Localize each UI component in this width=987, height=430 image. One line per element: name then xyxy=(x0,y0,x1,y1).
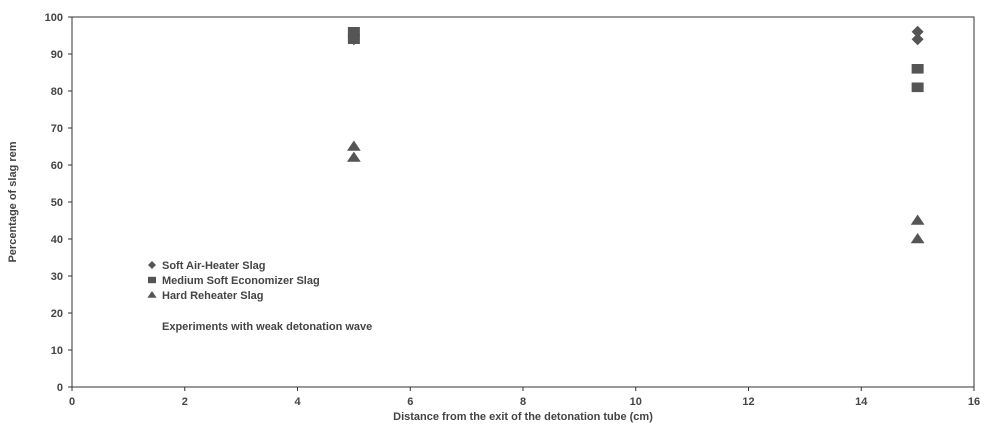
x-tick-label: 4 xyxy=(294,396,301,408)
y-tick-label: 40 xyxy=(51,234,63,246)
x-tick-label: 6 xyxy=(407,396,413,408)
x-tick-label: 14 xyxy=(855,396,868,408)
y-axis-title: Percentage of slag rem xyxy=(7,141,19,262)
y-axis: 0 10 20 30 40 50 60 70 80 90 100 xyxy=(45,12,72,394)
y-tick-label: 20 xyxy=(51,308,63,320)
data-point-soft-air-heater-slag xyxy=(911,25,924,38)
y-tick-label: 100 xyxy=(45,12,63,24)
y-tick-label: 90 xyxy=(51,49,63,61)
x-axis: 0 2 4 6 8 10 12 14 16 xyxy=(69,387,980,408)
y-tick-label: 10 xyxy=(51,345,63,357)
y-tick-label: 80 xyxy=(51,86,63,98)
x-tick-label: 10 xyxy=(630,396,642,408)
legend: Soft Air-Heater Slag Medium Soft Economiz… xyxy=(147,260,320,302)
data-point-medium-soft-economizer-slag xyxy=(911,64,924,74)
y-tick-label: 60 xyxy=(51,160,63,172)
data-point-hard-reheater-slag xyxy=(910,233,925,244)
data-points xyxy=(346,25,925,244)
data-point-hard-reheater-slag xyxy=(346,140,361,151)
legend-marker-soft-air-heater-slag xyxy=(148,261,156,269)
data-point-hard-reheater-slag xyxy=(910,214,925,225)
legend-marker-hard-reheater-slag xyxy=(147,291,157,298)
y-tick-label: 50 xyxy=(51,197,63,209)
y-tick-label: 30 xyxy=(51,271,63,283)
legend-marker-medium-soft-economizer-slag xyxy=(148,276,156,284)
legend-label-medium-soft-economizer-slag: Medium Soft Economizer Slag xyxy=(162,275,320,287)
data-point-medium-soft-economizer-slag xyxy=(347,34,360,44)
x-tick-label: 12 xyxy=(742,396,754,408)
data-point-medium-soft-economizer-slag xyxy=(911,82,924,93)
x-tick-label: 8 xyxy=(520,396,526,408)
y-tick-label: 0 xyxy=(57,382,63,394)
legend-label-soft-air-heater-slag: Soft Air-Heater Slag xyxy=(162,260,266,272)
data-point-hard-reheater-slag xyxy=(346,151,361,162)
y-tick-label: 70 xyxy=(51,123,63,135)
legend-label-hard-reheater-slag: Hard Reheater Slag xyxy=(162,290,263,302)
x-axis-title: Distance from the exit of the detonation… xyxy=(393,411,653,423)
x-tick-label: 0 xyxy=(69,396,75,408)
data-point-medium-soft-economizer-slag xyxy=(347,27,360,37)
x-tick-label: 2 xyxy=(182,396,188,408)
data-point-soft-air-heater-slag xyxy=(911,33,924,46)
x-tick-label: 16 xyxy=(968,396,980,408)
annotation-text: Experiments with weak detonation wave xyxy=(162,321,372,333)
